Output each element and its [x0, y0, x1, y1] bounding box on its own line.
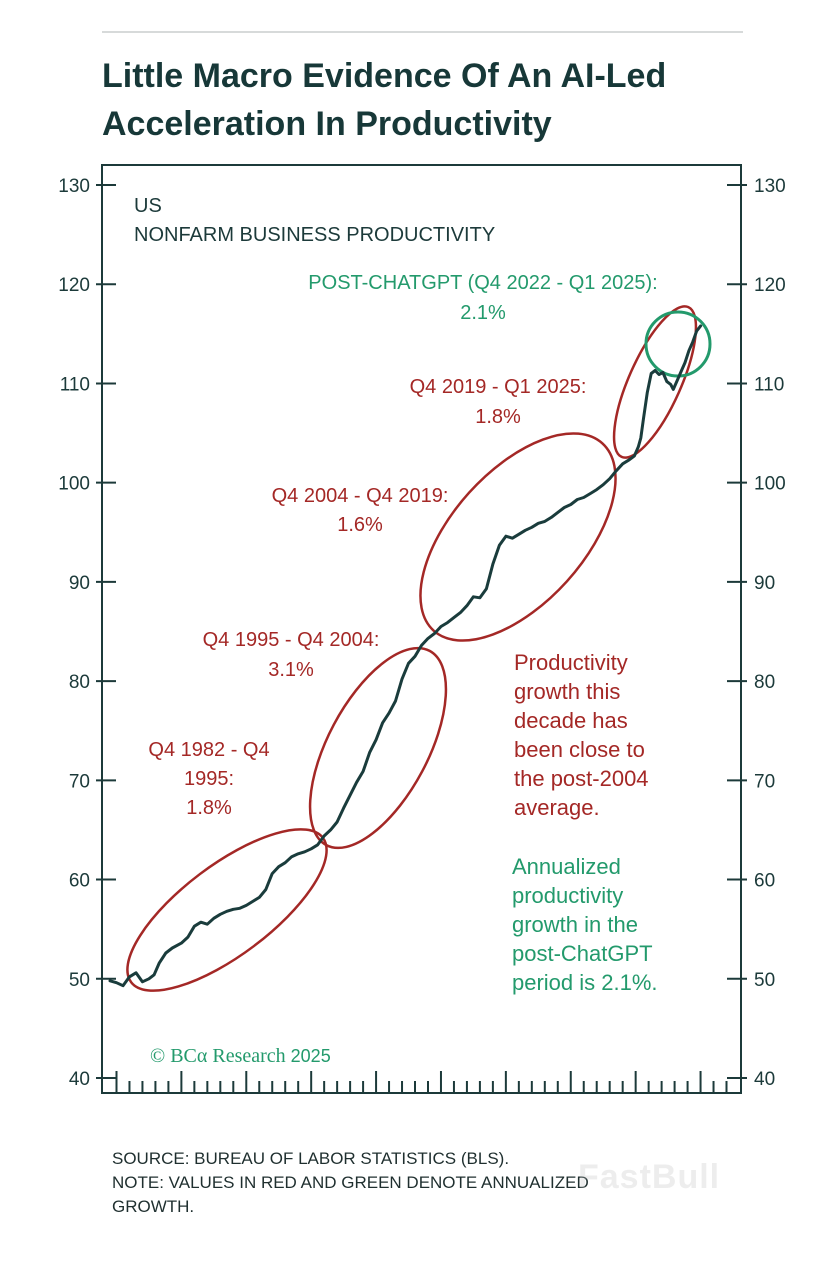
y-axis-left: 40 50 60 70 80 90 100 110 120 130 — [58, 176, 116, 1090]
chart-title-line-2: Acceleration In Productivity — [102, 105, 552, 143]
series-label-name: NONFARM BUSINESS PRODUCTIVITY — [134, 224, 495, 246]
chart-title: Little Macro Evidence Of An AI-Led Accel… — [102, 52, 762, 148]
y-tick-label-left-50: 50 — [69, 970, 90, 991]
bca-credit: © BCα Research 2025 — [150, 1045, 331, 1067]
annotation-1982-1995-line-2: 1995: — [184, 768, 234, 790]
annotation-2019-2025-line-2: 1.8% — [475, 406, 521, 428]
source-notes: SOURCE: BUREAU OF LABOR STATISTICS (BLS)… — [112, 1147, 589, 1219]
y-tick-label-right-70: 70 — [754, 771, 775, 792]
y-tick-label-left-120: 120 — [58, 275, 90, 296]
y-tick-label-left-90: 90 — [69, 573, 90, 594]
y-tick-label-left-110: 110 — [60, 374, 90, 395]
productivity-chart: 40 50 60 70 80 90 100 110 120 130 40 50 60 70 80 90 100… — [58, 164, 786, 1094]
note-red-line-1: Productivity — [514, 650, 628, 675]
top-rule — [102, 31, 743, 33]
y-tick-label-right-50: 50 — [754, 970, 775, 991]
bca-credit-year: 2025 — [291, 1046, 331, 1066]
note-green-line-5: period is 2.1%. — [512, 970, 658, 995]
y-tick-label-left-130: 130 — [58, 176, 90, 197]
x-axis: 80859095000510152025 — [115, 1071, 728, 1093]
series-label-country: US — [134, 195, 162, 217]
note-red-line-3: decade has — [514, 708, 628, 733]
y-tick-label-right-120: 120 — [754, 275, 786, 296]
annotation-1995-2004-line-1: Q4 1995 - Q4 2004: — [203, 629, 380, 651]
y-tick-label-left-70: 70 — [69, 771, 90, 792]
y-tick-label-right-130: 130 — [754, 176, 786, 197]
annotation-2019-2025-line-1: Q4 2019 - Q1 2025: — [410, 376, 587, 398]
source-line: SOURCE: BUREAU OF LABOR STATISTICS (BLS)… — [112, 1149, 510, 1168]
period-ellipse-2004-2019 — [419, 432, 617, 642]
note-green-line-4: post-ChatGPT — [512, 941, 653, 966]
y-tick-label-left-60: 60 — [69, 871, 90, 892]
annotation-1995-2004: Q4 1995 - Q4 2004: 3.1% — [203, 629, 380, 681]
note-red-line-2: growth this — [514, 679, 620, 704]
plot-frame — [101, 164, 742, 1094]
period-ellipse-2019-2025 — [612, 305, 698, 459]
period-ellipse-1995-2004 — [308, 646, 448, 850]
note-green-line-3: growth in the — [512, 912, 638, 937]
annotation-1982-1995-line-1: Q4 1982 - Q4 — [148, 739, 269, 761]
annotation-post-chatgpt-line-2: 2.1% — [460, 302, 506, 324]
bca-credit-name: © BCα Research — [150, 1045, 286, 1067]
annotation-1982-1995-line-3: 1.8% — [186, 797, 232, 819]
note-line-2: GROWTH. — [112, 1197, 195, 1216]
productivity-series-line — [108, 324, 703, 988]
y-tick-label-left-40: 40 — [69, 1069, 90, 1090]
y-tick-label-right-110: 110 — [754, 374, 784, 395]
y-tick-label-right-100: 100 — [754, 474, 786, 495]
note-red-line-4: been close to — [514, 737, 645, 762]
y-tick-label-right-80: 80 — [754, 672, 775, 693]
note-line-1: NOTE: VALUES IN RED AND GREEN DENOTE ANN… — [112, 1173, 589, 1192]
note-green: Annualized productivity growth in the post-… — [512, 854, 658, 995]
fastbull-watermark: FastBull — [578, 1158, 721, 1196]
annotation-1982-1995: Q4 1982 - Q4 1995: 1.8% — [148, 739, 269, 819]
annotation-2004-2019-line-2: 1.6% — [337, 514, 383, 536]
note-green-line-2: productivity — [512, 883, 623, 908]
chart-title-line-1: Little Macro Evidence Of An AI-Led — [102, 57, 667, 95]
post-chatgpt-circle — [644, 310, 712, 378]
y-tick-label-right-60: 60 — [754, 871, 775, 892]
annotation-1995-2004-line-2: 3.1% — [268, 659, 314, 681]
note-green-line-1: Annualized — [512, 854, 621, 879]
annotation-post-chatgpt-line-1: POST-CHATGPT (Q4 2022 - Q1 2025): — [308, 272, 657, 294]
annotation-post-chatgpt: POST-CHATGPT (Q4 2022 - Q1 2025): 2.1% — [308, 272, 657, 324]
note-red-line-5: the post-2004 — [514, 766, 649, 791]
y-tick-label-left-100: 100 — [58, 474, 90, 495]
annotation-2004-2019: Q4 2004 - Q4 2019: 1.6% — [272, 485, 449, 536]
note-red: Productivity growth this decade has been cl… — [514, 650, 649, 820]
annotation-2019-2025: Q4 2019 - Q1 2025: 1.8% — [410, 376, 587, 428]
note-red-line-6: average. — [514, 795, 600, 820]
y-tick-label-right-40: 40 — [754, 1069, 775, 1090]
y-axis-right: 40 50 60 70 80 90 100 110 120 130 — [727, 176, 786, 1090]
y-tick-label-left-80: 80 — [69, 672, 90, 693]
y-tick-label-right-90: 90 — [754, 573, 775, 594]
annotation-2004-2019-line-1: Q4 2004 - Q4 2019: — [272, 485, 449, 507]
